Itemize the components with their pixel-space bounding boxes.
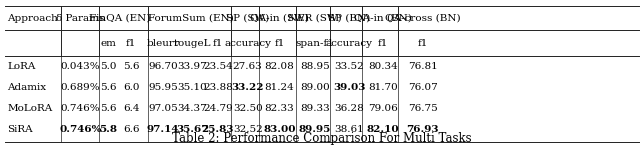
Text: LoRA: LoRA [8,62,36,71]
Text: QA-cross (BN): QA-cross (BN) [385,14,460,23]
Text: MoLoRA: MoLoRA [8,104,52,113]
Text: rougeL: rougeL [174,39,211,48]
Text: FinQA (EN): FinQA (EN) [89,14,150,23]
Text: 24.79: 24.79 [203,104,233,113]
Text: 27.63: 27.63 [233,62,262,71]
Text: 36.28: 36.28 [334,104,364,113]
Text: 76.75: 76.75 [408,104,437,113]
Text: f1: f1 [274,39,285,48]
Text: f1: f1 [126,39,136,48]
Text: Adamix: Adamix [8,83,47,92]
Text: 82.10: 82.10 [366,125,399,134]
Text: 33.52: 33.52 [334,62,364,71]
Text: 6.4: 6.4 [123,104,140,113]
Text: Approach: Approach [8,14,58,23]
Text: 97.05: 97.05 [148,104,178,113]
Text: 33.97: 33.97 [178,62,207,71]
Text: 0.043%: 0.043% [61,62,100,71]
Text: 6.6: 6.6 [123,125,140,134]
Text: 0.746%: 0.746% [59,125,102,134]
Text: 0.746%: 0.746% [61,104,100,113]
Text: 5.6: 5.6 [100,83,116,92]
Text: accuracy: accuracy [224,39,271,48]
Text: 89.95: 89.95 [299,125,331,134]
Text: Table 2: Performance Comparison For Multi Tasks: Table 2: Performance Comparison For Mult… [172,132,472,145]
Text: QA-in (BN): QA-in (BN) [354,14,412,23]
Text: SP (SW): SP (SW) [226,14,269,23]
Text: 95.95: 95.95 [148,83,178,92]
Text: 32.52: 32.52 [233,125,262,134]
Text: em: em [100,39,116,48]
Text: 81.70: 81.70 [368,83,397,92]
Text: NER (SW): NER (SW) [288,14,342,23]
Text: 33.22: 33.22 [232,83,264,92]
Text: 79.06: 79.06 [368,104,397,113]
Text: 25.83: 25.83 [202,125,234,134]
Text: 5.0: 5.0 [100,62,116,71]
Text: 23.88: 23.88 [203,83,233,92]
Text: 39.03: 39.03 [333,83,365,92]
Text: span-f1: span-f1 [296,39,334,48]
Text: 6.0: 6.0 [123,83,140,92]
Text: δ Params: δ Params [56,14,104,23]
Text: 89.00: 89.00 [300,83,330,92]
Text: bleurt: bleurt [147,39,179,48]
Text: 5.8: 5.8 [99,125,117,134]
Text: f1: f1 [417,39,428,48]
Text: 76.81: 76.81 [408,62,437,71]
Text: SiRA: SiRA [8,125,33,134]
Text: accuracy: accuracy [326,39,372,48]
Text: 34.37: 34.37 [178,104,207,113]
Text: 38.61: 38.61 [334,125,364,134]
Text: 97.14: 97.14 [147,125,179,134]
Text: 88.95: 88.95 [300,62,330,71]
Text: 82.33: 82.33 [264,104,294,113]
Text: 96.70: 96.70 [148,62,178,71]
Text: 5.6: 5.6 [100,104,116,113]
Text: f1: f1 [378,39,388,48]
Text: 80.34: 80.34 [368,62,397,71]
Text: SP (BN): SP (BN) [328,14,370,23]
Text: 82.08: 82.08 [264,62,294,71]
Text: 76.07: 76.07 [408,83,437,92]
Text: 5.6: 5.6 [123,62,140,71]
Text: 83.00: 83.00 [263,125,296,134]
Text: 35.67: 35.67 [176,125,209,134]
Text: 76.93: 76.93 [406,125,439,134]
Text: f1: f1 [212,39,223,48]
Text: 81.24: 81.24 [264,83,294,92]
Text: 32.50: 32.50 [233,104,262,113]
Text: 89.33: 89.33 [300,104,330,113]
Text: QA-in (SW): QA-in (SW) [250,14,308,23]
Text: ForumSum (EN): ForumSum (EN) [148,14,234,23]
Text: 35.10: 35.10 [178,83,207,92]
Text: 23.54: 23.54 [203,62,233,71]
Text: 0.689%: 0.689% [61,83,100,92]
